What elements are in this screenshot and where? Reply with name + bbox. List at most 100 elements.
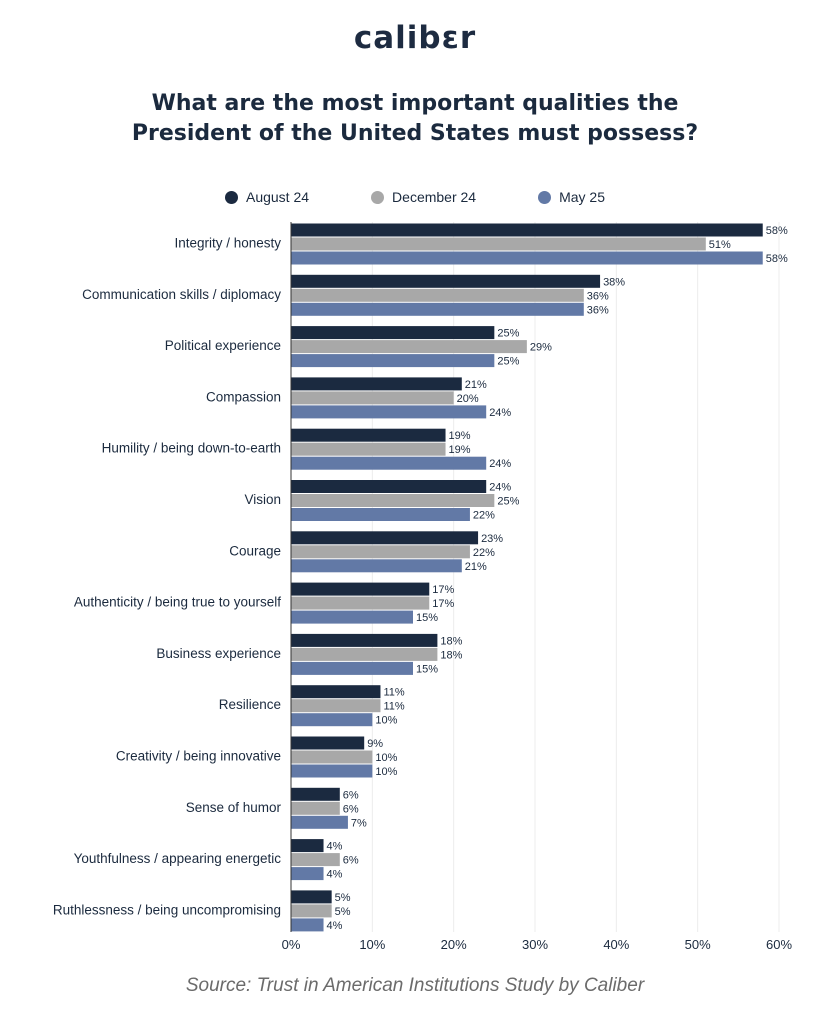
bar-may xyxy=(291,559,462,573)
bar-august xyxy=(291,787,340,801)
bar-august xyxy=(291,326,495,340)
bar-august xyxy=(291,428,446,442)
bar-december xyxy=(291,340,527,354)
bar-december xyxy=(291,391,454,405)
bar-august xyxy=(291,685,381,699)
data-label-may: 4% xyxy=(327,920,343,932)
x-tick-label: 0% xyxy=(282,937,301,952)
bar-december xyxy=(291,237,706,251)
data-label-december: 6% xyxy=(343,855,359,867)
x-tick-label: 40% xyxy=(603,937,629,952)
category-label: Ruthlessness / being uncompromising xyxy=(53,902,281,917)
bar-december xyxy=(291,750,373,764)
category-label: Youthfulness / appearing energetic xyxy=(74,851,282,866)
bar-august xyxy=(291,582,430,596)
chart-legend: August 24 December 24 May 25 xyxy=(0,189,830,205)
bar-august xyxy=(291,839,324,853)
data-label-may: 4% xyxy=(327,869,343,881)
data-label-december: 10% xyxy=(375,752,397,764)
data-label-december: 51% xyxy=(709,239,731,251)
data-label-august: 23% xyxy=(481,533,503,545)
chart-title-line-1: What are the most important qualities th… xyxy=(151,91,679,116)
bar-may xyxy=(291,354,495,368)
bar-may xyxy=(291,302,584,316)
bar-august xyxy=(291,736,365,750)
bar-august xyxy=(291,274,601,288)
data-label-may: 58% xyxy=(766,253,788,265)
legend-label-december: December 24 xyxy=(392,189,477,205)
category-label: Courage xyxy=(229,543,281,558)
category-label: Resilience xyxy=(219,697,281,712)
bar-december xyxy=(291,596,430,610)
category-label: Integrity / honesty xyxy=(174,236,281,251)
bar-december xyxy=(291,801,340,815)
bar-august xyxy=(291,531,479,545)
data-label-december: 22% xyxy=(473,547,495,559)
data-label-august: 17% xyxy=(432,584,454,596)
bar-august xyxy=(291,480,487,493)
category-label: Political experience xyxy=(165,338,281,353)
bar-december xyxy=(291,545,470,559)
data-label-august: 11% xyxy=(383,687,404,699)
category-label: Vision xyxy=(244,492,281,507)
data-label-august: 58% xyxy=(766,225,788,237)
data-label-august: 4% xyxy=(327,841,343,853)
bar-december xyxy=(291,853,340,867)
legend-label-august: August 24 xyxy=(245,189,310,205)
data-label-may: 36% xyxy=(587,304,609,316)
bar-december xyxy=(291,442,446,456)
bar-may xyxy=(291,456,487,470)
bar-may xyxy=(291,713,373,727)
bar-august xyxy=(291,633,438,647)
x-tick-label: 20% xyxy=(441,937,467,952)
data-label-may: 21% xyxy=(465,561,487,573)
bar-may xyxy=(291,251,763,265)
data-label-may: 7% xyxy=(351,817,367,829)
data-label-may: 24% xyxy=(489,407,511,419)
legend-item-december: December 24 xyxy=(335,189,476,205)
legend-item-may: May 25 xyxy=(502,189,605,205)
category-label: Sense of humor xyxy=(186,800,282,815)
chart-title-line-2: President of the United States must poss… xyxy=(131,121,699,146)
data-label-december: 11% xyxy=(383,701,404,713)
data-label-may: 24% xyxy=(489,458,511,470)
category-label: Communication skills / diplomacy xyxy=(82,287,281,302)
legend-swatch-august xyxy=(224,190,238,204)
legend-swatch-may xyxy=(538,190,552,204)
data-label-december: 5% xyxy=(335,906,351,918)
bar-december xyxy=(291,288,584,302)
data-label-december: 19% xyxy=(449,444,471,456)
bar-may xyxy=(291,661,413,675)
category-label: Authenticity / being true to yourself xyxy=(74,595,281,610)
data-label-december: 29% xyxy=(530,342,552,354)
bar-may xyxy=(291,815,348,829)
bar-may xyxy=(291,405,487,419)
x-tick-label: 50% xyxy=(685,937,711,952)
bar-december xyxy=(291,494,495,507)
data-label-may: 22% xyxy=(473,510,495,522)
bar-august xyxy=(291,223,763,237)
data-label-december: 36% xyxy=(587,290,609,302)
data-label-august: 5% xyxy=(335,892,351,904)
bar-may xyxy=(291,610,413,624)
x-tick-label: 60% xyxy=(766,937,792,952)
bar-august xyxy=(291,890,332,904)
data-label-december: 17% xyxy=(432,598,454,610)
data-label-december: 20% xyxy=(457,393,479,405)
data-label-august: 38% xyxy=(603,276,625,288)
legend-item-august: August 24 xyxy=(224,189,310,205)
data-label-may: 25% xyxy=(497,356,519,368)
bar-may xyxy=(291,867,324,881)
category-label: Creativity / being innovative xyxy=(116,749,281,764)
bar-may xyxy=(291,764,373,778)
data-label-december: 6% xyxy=(343,803,359,815)
data-label-august: 25% xyxy=(497,328,519,340)
caliber-logo: calibεr xyxy=(353,20,477,56)
data-label-may: 10% xyxy=(375,766,397,778)
data-label-may: 15% xyxy=(416,663,438,675)
category-label: Humility / being down-to-earth xyxy=(102,441,281,456)
legend-swatch-december xyxy=(371,190,385,204)
data-label-august: 19% xyxy=(449,430,471,442)
data-label-august: 9% xyxy=(367,738,383,750)
